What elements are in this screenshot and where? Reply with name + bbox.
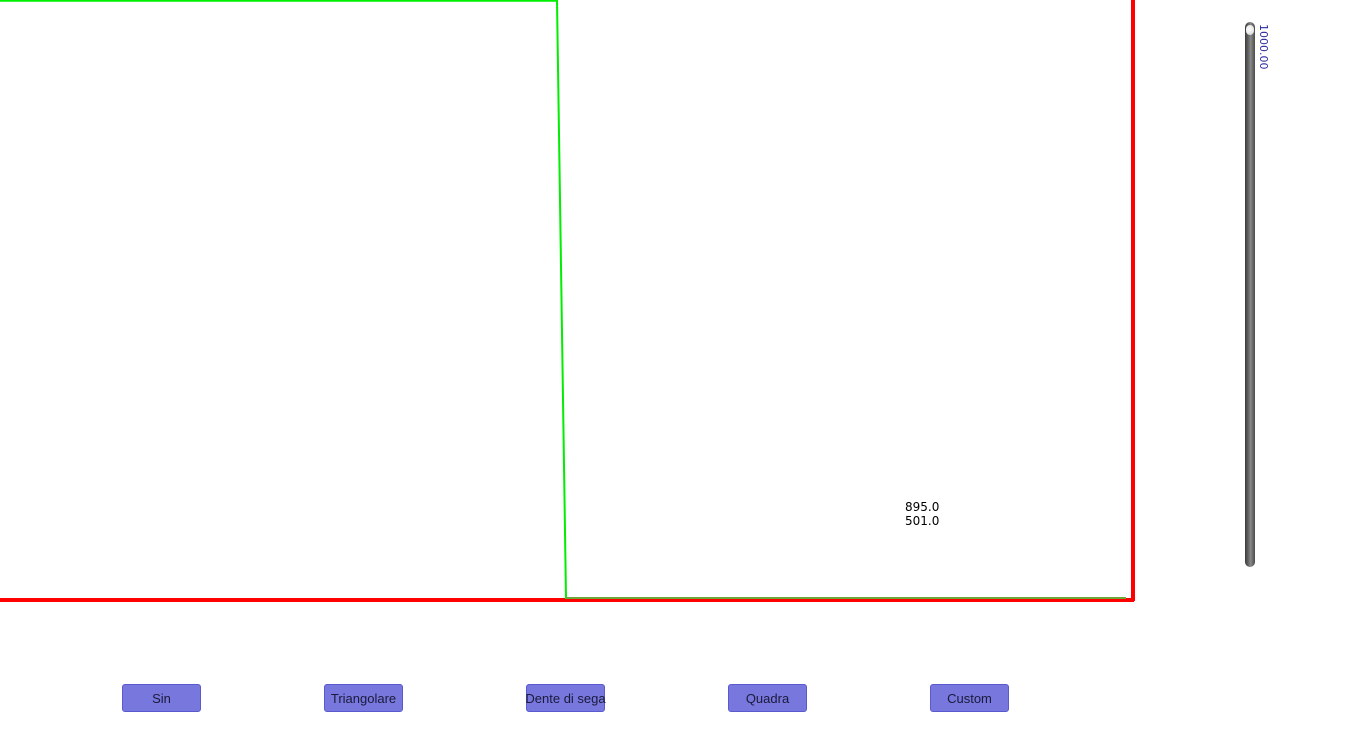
- triangolare-button[interactable]: Triangolare: [324, 684, 403, 712]
- sin-button[interactable]: Sin: [122, 684, 201, 712]
- cursor-coordinate-readout: 895.0 501.0: [905, 500, 939, 528]
- cursor-x-value: 895.0: [905, 500, 940, 514]
- quadra-button[interactable]: Quadra: [728, 684, 807, 712]
- square-wave-trace: [0, 0, 1126, 599]
- dente-di-sega-button[interactable]: Dente di sega: [525, 684, 606, 712]
- frequency-slider-track[interactable]: [1245, 22, 1255, 567]
- frequency-slider-value: 1000.00: [1257, 24, 1270, 70]
- frequency-slider-handle[interactable]: [1246, 25, 1254, 35]
- custom-button[interactable]: Custom: [930, 684, 1009, 712]
- cursor-y-value: 501.0: [905, 514, 940, 528]
